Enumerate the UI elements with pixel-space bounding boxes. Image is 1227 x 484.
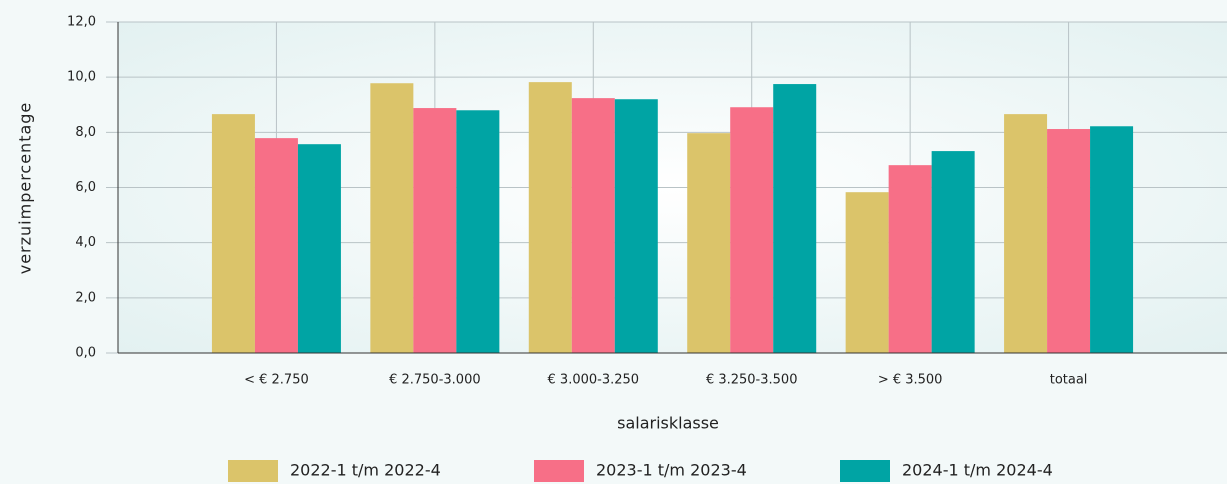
y-tick-label: 0,0 (75, 346, 96, 361)
bar (254, 138, 298, 353)
x-tick-label: € 3.000-3.250 (548, 373, 640, 388)
x-tick-label: totaal (1050, 373, 1088, 388)
bar (1047, 129, 1091, 353)
bar (614, 99, 658, 353)
legend-swatch (228, 460, 278, 482)
legend-swatch (840, 460, 890, 482)
x-tick-label: € 3.250-3.500 (706, 373, 798, 388)
bar (773, 84, 817, 353)
legend-swatch (534, 460, 584, 482)
bar (370, 83, 414, 354)
legend-label: 2024-1 t/m 2024-4 (902, 461, 1053, 480)
x-axis-label: salarisklasse (617, 414, 719, 433)
y-axis-label: verzuimpercentage (16, 102, 35, 275)
bar (297, 144, 341, 353)
bar (456, 110, 500, 354)
bar (845, 192, 889, 353)
x-tick-label: > € 3.500 (878, 373, 943, 388)
y-tick-label: 2,0 (75, 290, 96, 305)
bar (1090, 126, 1134, 353)
x-tick-label: < € 2.750 (244, 373, 309, 388)
bar (931, 151, 975, 353)
bar (571, 98, 615, 353)
y-tick-label: 10,0 (67, 70, 96, 85)
bar (211, 114, 255, 354)
legend-label: 2022-1 t/m 2022-4 (290, 461, 441, 480)
legend-label: 2023-1 t/m 2023-4 (596, 461, 747, 480)
bar (730, 107, 774, 353)
bar (1004, 114, 1048, 354)
x-tick-label: € 2.750-3.000 (389, 373, 481, 388)
bar (687, 133, 731, 353)
y-tick-label: 6,0 (75, 180, 96, 195)
bar (528, 82, 572, 354)
bar (888, 165, 932, 353)
bar (413, 108, 457, 353)
y-tick-label: 8,0 (75, 125, 96, 140)
y-tick-label: 12,0 (67, 15, 96, 30)
y-tick-label: 4,0 (75, 235, 96, 250)
